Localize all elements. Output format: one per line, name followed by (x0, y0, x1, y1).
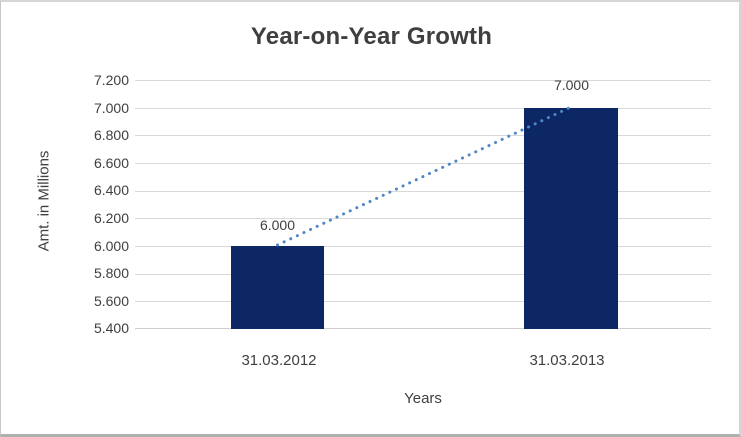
gridline (135, 80, 711, 81)
gridline (135, 301, 711, 302)
data-label-2012: 6.000 (259, 217, 296, 233)
gridline (135, 218, 711, 219)
gridline (135, 135, 711, 136)
x-axis-title: Years (404, 390, 442, 407)
gridline (135, 108, 711, 109)
trendline (276, 105, 573, 247)
y-axis-tick-label: 7.000 (93, 100, 129, 116)
y-axis-tick-label: 6.600 (93, 155, 129, 171)
data-label-2013: 7.000 (553, 77, 590, 93)
bar-2012 (231, 246, 324, 329)
y-axis-tick-label: 7.200 (93, 72, 129, 88)
x-axis-tick-label: 31.03.2012 (241, 352, 317, 369)
gridline (135, 274, 711, 275)
y-axis-tick-label: 5.800 (93, 265, 129, 281)
x-axis-line (135, 328, 711, 329)
gridline (135, 246, 711, 247)
gridline (135, 163, 711, 164)
x-axis-tick-label: 31.03.2013 (529, 352, 605, 369)
y-axis-tick-label: 5.400 (93, 320, 129, 336)
y-axis-tick-label: 5.600 (93, 293, 129, 309)
gridline (135, 191, 711, 192)
bar-2013 (524, 108, 618, 329)
y-axis-tick-label: 6.400 (93, 182, 129, 198)
y-axis-tick-label: 6.000 (93, 238, 129, 254)
y-axis-tick-label: 6.200 (93, 210, 129, 226)
plot-area: 6.000 7.000 (135, 77, 711, 329)
y-axis-tick-label: 6.800 (93, 127, 129, 143)
chart-title: Year-on-Year Growth (250, 23, 493, 50)
